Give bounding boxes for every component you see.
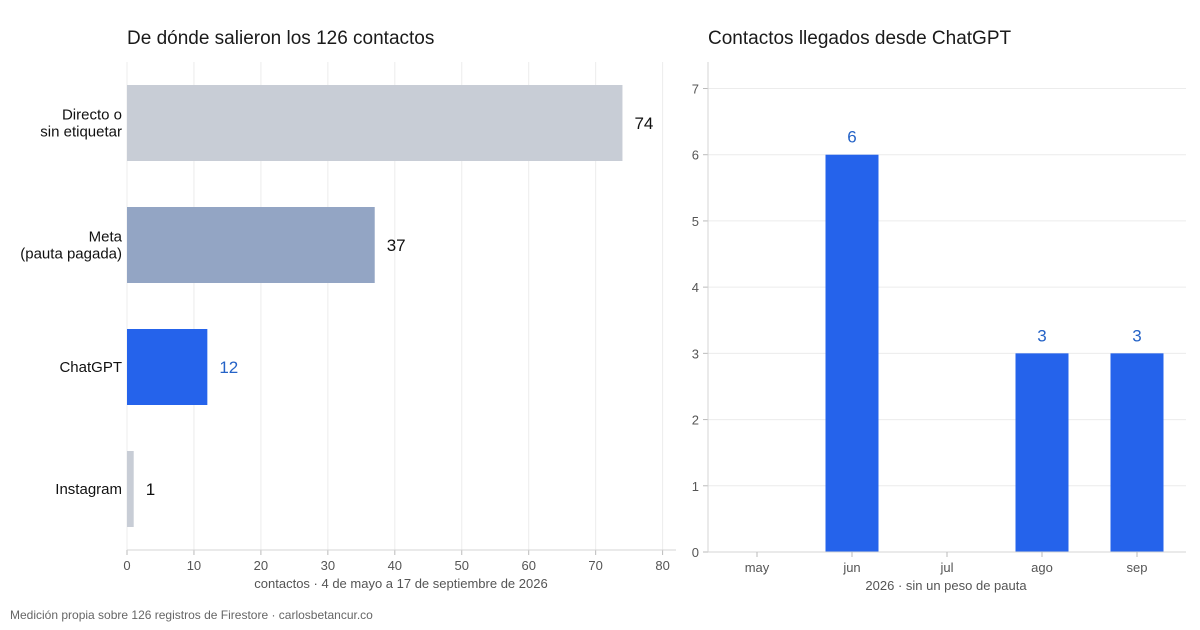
x-tick-label: 60 (521, 558, 535, 573)
value-label: 37 (387, 236, 406, 255)
x-axis: 0 10 20 30 40 50 60 70 80 (123, 549, 676, 573)
bar (127, 451, 134, 527)
x-tick-label: 20 (254, 558, 268, 573)
x-axis-title: 2026 · sin un peso de pauta (865, 578, 1027, 593)
chart-chatgpt-contacts: Contactos llegados desde ChatGPT 6 3 3 0 1 2… (692, 28, 1186, 593)
bar (127, 207, 375, 283)
x-tick-label: 0 (123, 558, 130, 573)
x-tick-label: ago (1031, 560, 1053, 575)
axes: 0 1 2 3 4 5 6 7 may jun jul ago sep (692, 62, 1186, 575)
y-tick-label: 6 (692, 148, 699, 163)
category-label: Meta (pauta pagada) (20, 229, 122, 263)
category-label: ChatGPT (59, 359, 122, 376)
bars (825, 154, 1164, 552)
bar (825, 154, 879, 552)
category-label: Instagram (55, 481, 122, 498)
y-tick-label: 1 (692, 479, 699, 494)
x-tick-label: 70 (588, 558, 602, 573)
y-tick-label: 4 (692, 280, 699, 295)
x-tick-label: jun (842, 560, 860, 575)
value-labels: 74 37 12 1 (146, 114, 654, 499)
bars (127, 85, 623, 527)
value-label: 6 (847, 128, 856, 147)
bar (1110, 353, 1164, 552)
x-tick-label: 40 (388, 558, 402, 573)
y-tick-label: 7 (692, 81, 699, 96)
x-tick-label: jul (939, 560, 953, 575)
category-label: Directo o sin etiquetar (40, 107, 122, 141)
value-label: 3 (1037, 326, 1046, 345)
x-tick-label: 80 (655, 558, 669, 573)
x-tick-label: sep (1127, 560, 1148, 575)
category-labels: Directo o sin etiquetar Meta (pauta pagada)… (20, 107, 122, 499)
bar (1015, 353, 1069, 552)
x-tick-label: 30 (321, 558, 335, 573)
y-tick-label: 0 (692, 545, 699, 560)
gridlines (708, 87, 1186, 487)
value-label: 12 (219, 358, 238, 377)
chart-title: De dónde salieron los 126 contactos (127, 28, 434, 49)
y-tick-label: 5 (692, 214, 699, 229)
chart-title: Contactos llegados desde ChatGPT (708, 28, 1012, 49)
value-labels: 6 3 3 (847, 128, 1141, 346)
y-tick-label: 3 (692, 346, 699, 361)
y-tick-label: 2 (692, 413, 699, 428)
x-tick-label: 50 (455, 558, 469, 573)
value-label: 1 (146, 480, 155, 499)
x-axis-title: contactos · 4 de mayo a 17 de septiembre… (254, 576, 547, 591)
x-tick-label: 10 (187, 558, 201, 573)
value-label: 74 (634, 114, 653, 133)
bar (127, 329, 208, 405)
footer-note: Medición propia sobre 126 registros de F… (10, 608, 373, 622)
chart-contact-sources: De dónde salieron los 126 contactos Dire… (20, 28, 676, 591)
x-tick-label: may (745, 560, 770, 575)
bar (127, 85, 623, 161)
value-label: 3 (1132, 326, 1141, 345)
